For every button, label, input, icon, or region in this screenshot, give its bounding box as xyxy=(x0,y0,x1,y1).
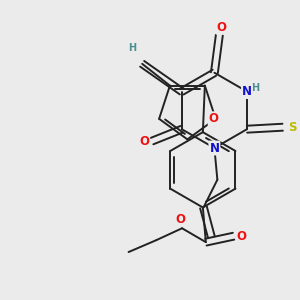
Text: H: H xyxy=(251,82,259,93)
Text: O: O xyxy=(216,21,226,34)
Text: H: H xyxy=(128,43,136,53)
Text: O: O xyxy=(209,112,219,125)
Text: N: N xyxy=(209,142,219,154)
Text: O: O xyxy=(139,135,149,148)
Text: O: O xyxy=(175,213,185,226)
Text: S: S xyxy=(288,121,297,134)
Text: O: O xyxy=(236,230,247,243)
Text: N: N xyxy=(242,85,252,98)
